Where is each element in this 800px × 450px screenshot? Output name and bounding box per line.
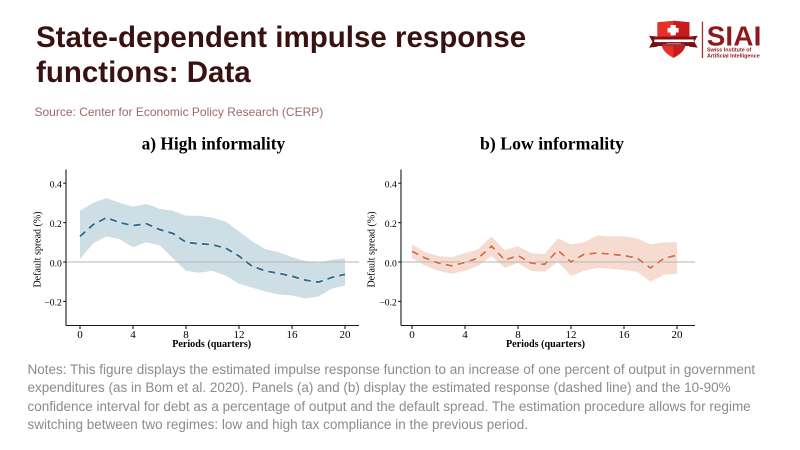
svg-text:b) Low informality: b) Low informality [480, 133, 624, 154]
svg-text:Default spread (%): Default spread (%) [33, 211, 44, 287]
svg-text:20: 20 [672, 329, 684, 341]
svg-text:4: 4 [462, 329, 468, 341]
svg-text:20: 20 [340, 329, 352, 341]
svg-text:−0.2: −0.2 [379, 298, 397, 309]
svg-text:−0.2: −0.2 [44, 298, 62, 309]
svg-text:Artificial Intelligence: Artificial Intelligence [707, 53, 760, 59]
svg-text:0.4: 0.4 [50, 180, 62, 191]
svg-text:12: 12 [234, 329, 245, 341]
svg-text:SIAI: SIAI [707, 21, 762, 52]
svg-text:Swiss Institute of: Swiss Institute of [707, 47, 752, 53]
svg-text:a) High informality: a) High informality [142, 133, 286, 154]
svg-text:Default spread (%): Default spread (%) [367, 211, 378, 287]
svg-text:Periods (quarters): Periods (quarters) [506, 339, 585, 350]
svg-text:0: 0 [77, 329, 83, 341]
svg-text:12: 12 [566, 329, 577, 341]
svg-text:0.0: 0.0 [50, 258, 62, 269]
svg-text:0.2: 0.2 [50, 219, 62, 230]
svg-text:0.2: 0.2 [385, 219, 397, 230]
svg-text:4: 4 [130, 329, 136, 341]
svg-text:0.0: 0.0 [385, 258, 397, 269]
svg-text:8: 8 [183, 329, 189, 341]
svg-text:8: 8 [515, 329, 521, 341]
svg-text:16: 16 [287, 329, 299, 341]
svg-text:0.4: 0.4 [385, 180, 397, 191]
svg-text:Periods (quarters): Periods (quarters) [172, 339, 251, 350]
svg-text:0: 0 [409, 329, 415, 341]
svg-text:16: 16 [619, 329, 631, 341]
